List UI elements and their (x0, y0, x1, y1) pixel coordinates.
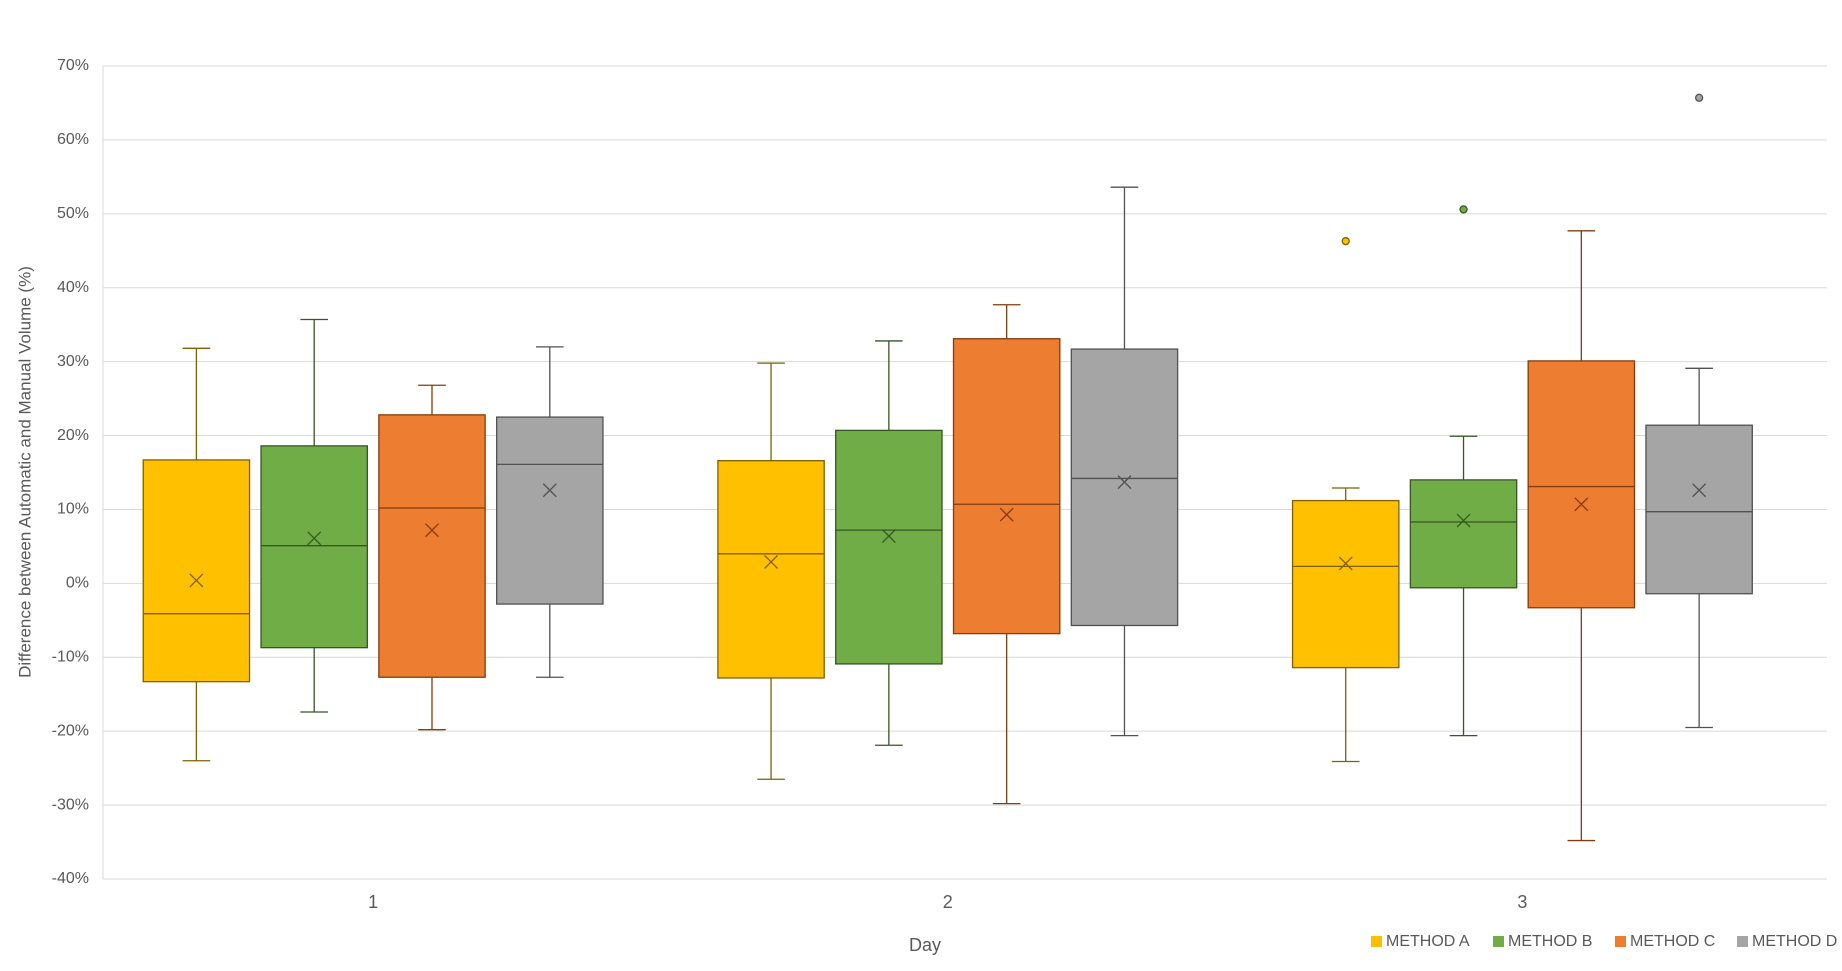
whisker-low (535, 604, 564, 678)
whisker-high (757, 362, 785, 461)
outlier (1459, 205, 1468, 214)
y-tick-label: -20% (52, 722, 89, 739)
y-tick-label: 0% (66, 575, 89, 592)
whisker-high (418, 384, 446, 415)
whisker-high (1331, 487, 1360, 501)
legend-label: METHOD A (1386, 933, 1470, 950)
legend-marker (1371, 936, 1382, 947)
whisker-low (182, 681, 211, 762)
whisker-high (535, 346, 564, 418)
mean-marker (542, 483, 557, 498)
box (260, 445, 368, 649)
whisker-low (1685, 593, 1713, 729)
whisker-low (300, 647, 329, 713)
x-tick-label: 3 (1517, 892, 1527, 912)
y-tick-label: 40% (57, 279, 89, 296)
x-tick-label: 2 (943, 892, 953, 912)
box (142, 459, 251, 683)
whisker-low (992, 633, 1021, 805)
y-tick-label: -30% (52, 796, 89, 813)
whisker-high (1449, 435, 1478, 480)
mean-marker (425, 523, 439, 538)
mean-marker (189, 573, 204, 588)
y-tick-label: 50% (57, 205, 89, 222)
whisker-high (1110, 186, 1139, 350)
y-tick-label: -40% (52, 870, 89, 887)
mean-marker (1574, 497, 1589, 512)
whisker-low (875, 663, 903, 746)
y-tick-label: 30% (57, 353, 89, 370)
y-tick-label: 20% (57, 427, 89, 444)
whisker-high (992, 304, 1021, 339)
box (1291, 499, 1400, 669)
y-axis-label: Difference between Automatic and Manual … (15, 266, 34, 678)
whisker-low (1567, 607, 1596, 842)
x-tick-label: 1 (368, 892, 378, 912)
mean-marker (881, 529, 896, 544)
legend-marker (1615, 936, 1626, 947)
box (835, 429, 943, 665)
whisker-low (757, 677, 785, 780)
outlier (1341, 237, 1350, 246)
y-tick-label: -10% (52, 648, 89, 665)
box (378, 414, 486, 678)
legend-label: METHOD D (1752, 933, 1837, 950)
mean-marker (1456, 513, 1471, 528)
mean-marker (307, 531, 322, 546)
mean-marker (999, 507, 1014, 522)
box (952, 338, 1061, 635)
x-axis-label: Day (909, 935, 941, 955)
mean-marker (764, 554, 779, 569)
whisker-high (1685, 367, 1713, 426)
y-tick-label: 70% (57, 57, 89, 74)
box (1409, 479, 1518, 589)
box (1070, 348, 1179, 627)
box (717, 460, 825, 679)
box (1527, 360, 1636, 609)
legend-marker (1493, 936, 1504, 947)
whisker-high (300, 318, 329, 446)
box (495, 416, 604, 605)
mean-marker (1692, 483, 1707, 498)
whisker-high (875, 340, 903, 431)
mean-marker (1117, 475, 1132, 490)
whisker-low (1110, 625, 1139, 737)
y-tick-label: 10% (57, 501, 89, 518)
whisker-high (182, 347, 211, 460)
box (1645, 424, 1753, 595)
mean-marker (1338, 556, 1353, 571)
whisker-low (418, 677, 446, 731)
y-tick-label: 60% (57, 131, 89, 148)
legend-label: METHOD C (1630, 933, 1715, 950)
legend-marker (1737, 936, 1748, 947)
whisker-low (1331, 667, 1360, 763)
outlier (1694, 93, 1704, 102)
whisker-high (1567, 230, 1596, 361)
whisker-low (1449, 587, 1478, 737)
legend-label: METHOD B (1508, 933, 1592, 950)
